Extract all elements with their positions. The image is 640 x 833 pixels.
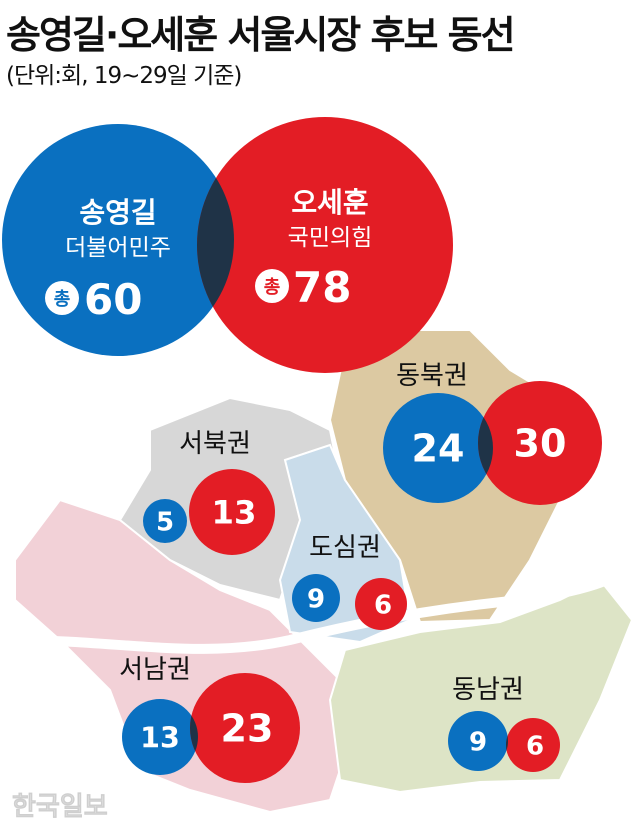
song-region-bubble: [143, 499, 187, 543]
unit-note: (단위:회, 19~29일 기준): [6, 63, 242, 89]
oh-region-bubble: [478, 381, 602, 505]
song-region-count: 24: [412, 427, 465, 471]
oh-region-count: 6: [374, 590, 392, 620]
region-label: 동남권: [452, 675, 524, 705]
song-name: 송영길: [79, 196, 156, 229]
page-title: 송영길·오세훈 서울시장 후보 동선: [6, 13, 516, 57]
song-total-prefix: 총: [54, 289, 71, 310]
song-region-bubble: [122, 699, 198, 775]
song-region-count: 5: [156, 507, 174, 537]
oh-region-count: 30: [514, 422, 567, 466]
oh-region-count: 13: [212, 494, 257, 532]
hankook-ilbo-watermark: 한국일보: [12, 792, 108, 822]
region-label: 서북권: [179, 429, 251, 459]
song-party: 더불어민주: [65, 235, 171, 261]
oh-total-badge: [255, 269, 289, 303]
han-river: [9, 556, 640, 654]
oh-total: 78: [293, 263, 351, 312]
region-label: 동북권: [396, 361, 468, 391]
song-total-badge: [45, 281, 79, 315]
oh-region-count: 6: [526, 731, 544, 761]
song-region-bubble: [448, 711, 508, 771]
oh-name: 오세훈: [291, 186, 368, 219]
song-region-count: 13: [140, 721, 180, 754]
song-region-bubble: [292, 574, 340, 622]
oh-region-bubble: [355, 578, 407, 630]
oh-region-count: 23: [221, 707, 274, 751]
oh-total-bubble: [197, 117, 453, 373]
oh-region-bubble: [506, 718, 560, 772]
song-region-count: 9: [307, 584, 325, 614]
oh-region-bubble: [190, 673, 300, 783]
region-label: 도심권: [309, 533, 381, 563]
region-label: 서남권: [119, 655, 191, 685]
oh-party: 국민의힘: [288, 225, 373, 251]
oh-region-bubble: [189, 469, 275, 555]
song-total: 60: [84, 275, 142, 324]
oh-total-prefix: 총: [264, 277, 281, 298]
song-region-count: 9: [469, 727, 487, 757]
song-region-bubble: [383, 393, 493, 503]
